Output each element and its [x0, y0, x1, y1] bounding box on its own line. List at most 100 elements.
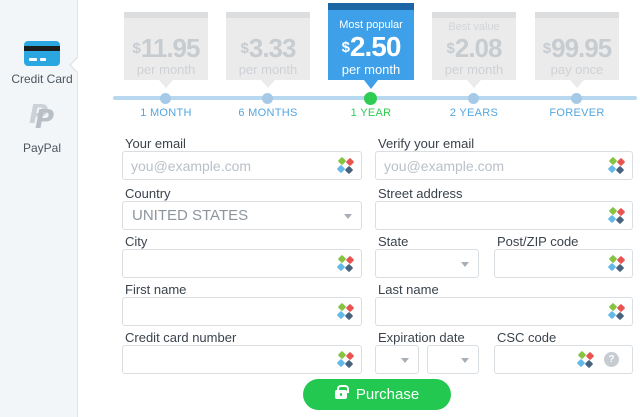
plan-price: $3.33 [226, 34, 310, 62]
csc-code-input[interactable] [494, 345, 633, 374]
plan-card-1-year-selected[interactable]: Most popular $2.50 per month [328, 3, 414, 89]
expiration-year-select[interactable] [427, 345, 479, 374]
timeline-dot-forever[interactable] [571, 93, 582, 104]
plan-card-forever[interactable]: $99.95 pay once [535, 12, 619, 88]
plan-price: $11.95 [124, 34, 208, 62]
plan-currency: $ [240, 40, 249, 57]
state-label: State [378, 234, 409, 249]
expiration-date-label: Expiration date [378, 330, 465, 345]
paypal-icon: P P [25, 102, 59, 135]
zip-input[interactable] [494, 249, 633, 278]
verify-email-input[interactable] [375, 151, 633, 180]
autofill-icon[interactable] [336, 156, 355, 175]
verify-email-label: Verify your email [378, 136, 475, 151]
plan-currency: $ [132, 40, 141, 57]
country-select[interactable]: UNITED STATES [122, 201, 362, 230]
plan-card-1-month[interactable]: $11.95 per month [124, 12, 208, 88]
timeline-label-6-months[interactable]: 6 MONTHS [238, 107, 298, 119]
plan-top-strip [535, 12, 619, 18]
selected-method-notch-fill [71, 56, 80, 74]
purchase-button[interactable]: Purchase [303, 379, 451, 410]
plan-badge [535, 20, 619, 34]
plan-term: per month [341, 62, 401, 77]
csc-code-label: CSC code [497, 330, 557, 345]
plan-amount: 2.08 [454, 33, 503, 63]
first-name-label: First name [125, 282, 187, 297]
timeline-label-1-year[interactable]: 1 YEAR [350, 107, 392, 119]
timeline-label-2-years[interactable]: 2 YEARS [449, 107, 499, 119]
autofill-icon[interactable] [607, 156, 626, 175]
plan-amount: 2.50 [349, 31, 401, 62]
plan-amount: 11.95 [140, 33, 201, 63]
csc-help-icon[interactable]: ? [604, 352, 619, 367]
plan-currency: $ [446, 40, 455, 57]
plan-term: per month [136, 62, 196, 77]
card-stripe [24, 46, 60, 51]
plan-term: per month [238, 62, 298, 77]
zip-label: Post/ZIP code [497, 234, 579, 249]
payment-option-paypal[interactable]: P P PayPal [6, 102, 78, 155]
chevron-down-icon [461, 262, 469, 267]
plan-badge-best-value: Best value [448, 21, 500, 33]
plan-top-strip [328, 3, 414, 10]
last-name-input[interactable] [375, 297, 633, 326]
chevron-down-icon [461, 358, 469, 363]
payment-method-sidebar: Credit Card P P PayPal [0, 0, 78, 417]
purchase-button-label: Purchase [355, 386, 420, 403]
your-email-input[interactable] [122, 151, 362, 180]
autofill-icon[interactable] [607, 302, 626, 321]
state-select[interactable] [375, 249, 479, 278]
plan-term: per month [444, 62, 504, 77]
street-address-input[interactable] [375, 201, 633, 230]
paypal-glyph-back: P [29, 100, 49, 130]
plan-top-strip [226, 12, 310, 18]
timeline-dot-6-months[interactable] [262, 93, 273, 104]
plan-currency: $ [341, 39, 350, 56]
timeline-label-forever[interactable]: FOREVER [549, 107, 605, 119]
card-dash [29, 58, 37, 61]
plan-badge-most-popular: Most popular [339, 19, 403, 31]
card-dash [40, 58, 46, 61]
plan-price: $2.08 [432, 34, 516, 62]
plan-card-2-years[interactable]: Best value $2.08 per month [432, 12, 516, 88]
your-email-label: Your email [125, 136, 186, 151]
autofill-icon[interactable] [607, 206, 626, 225]
timeline-label-1-month[interactable]: 1 MONTH [140, 107, 192, 119]
timeline-dot-1-year-active[interactable] [364, 92, 377, 105]
payment-option-credit-card[interactable]: Credit Card [6, 41, 78, 86]
autofill-icon[interactable] [576, 350, 595, 369]
plan-amount: 3.33 [248, 33, 297, 63]
first-name-input[interactable] [122, 297, 362, 326]
city-label: City [125, 234, 148, 249]
credit-card-label: Credit Card [11, 72, 73, 86]
plan-card-6-months[interactable]: $3.33 per month [226, 12, 310, 88]
timeline-dot-1-month[interactable] [160, 93, 171, 104]
city-input[interactable] [122, 249, 362, 278]
plan-amount: 99.95 [551, 33, 612, 63]
paypal-label: PayPal [22, 141, 62, 155]
autofill-icon[interactable] [336, 254, 355, 273]
lock-icon [334, 385, 349, 399]
country-label: Country [125, 186, 171, 201]
street-address-label: Street address [378, 186, 463, 201]
autofill-icon[interactable] [607, 254, 626, 273]
plan-badge [124, 20, 208, 34]
country-value: UNITED STATES [132, 207, 249, 224]
card-number-input[interactable] [122, 345, 362, 374]
autofill-icon[interactable] [336, 350, 355, 369]
card-number-label: Credit card number [125, 330, 237, 345]
chevron-down-icon [401, 358, 409, 363]
paypal-glyph-front: P [35, 105, 55, 135]
plan-top-strip [124, 12, 208, 18]
plan-badge [226, 20, 310, 34]
expiration-month-select[interactable] [375, 345, 419, 374]
plan-price: $2.50 [328, 32, 414, 62]
plan-price: $99.95 [535, 34, 619, 62]
last-name-label: Last name [378, 282, 439, 297]
credit-card-icon [24, 41, 60, 66]
plan-top-strip [432, 12, 516, 18]
autofill-icon[interactable] [336, 302, 355, 321]
timeline-dot-2-years[interactable] [468, 93, 479, 104]
plan-currency: $ [542, 40, 552, 57]
